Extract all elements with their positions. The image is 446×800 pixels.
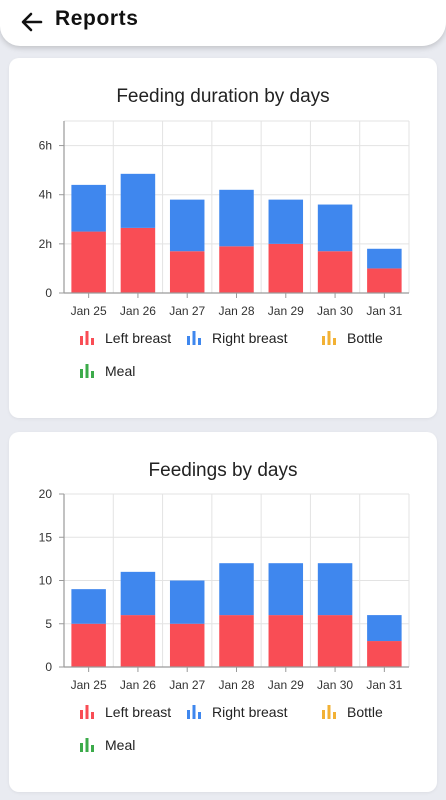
y-tick-label: 5 bbox=[45, 617, 52, 631]
bar-left-breast[interactable] bbox=[219, 246, 254, 293]
bar-right-breast[interactable] bbox=[120, 173, 156, 228]
legend-item-left-breast[interactable]: Left breast bbox=[79, 704, 171, 720]
bar-left-breast[interactable] bbox=[120, 615, 156, 667]
bar-chart-icon bbox=[322, 705, 336, 719]
bar-chart-icon bbox=[187, 331, 201, 345]
legend-item-bottle[interactable]: Bottle bbox=[321, 330, 383, 346]
legend-label: Meal bbox=[105, 363, 136, 379]
arrow-left-icon bbox=[21, 12, 43, 32]
legend-item-meal[interactable]: Meal bbox=[79, 737, 135, 753]
bar-right-breast[interactable] bbox=[219, 189, 254, 247]
bar-right-breast[interactable] bbox=[71, 184, 106, 232]
bar-left-breast[interactable] bbox=[268, 615, 304, 667]
bar-right-breast[interactable] bbox=[317, 563, 353, 616]
bar-right-breast[interactable] bbox=[367, 615, 402, 642]
legend-label: Bottle bbox=[347, 704, 383, 720]
legend-item-meal[interactable]: Meal bbox=[79, 363, 135, 379]
x-tick-label: Jan 27 bbox=[169, 304, 205, 318]
feedings-count-chart: 0 5 10 15 20 Jan 25 Jan 26 Jan 27 Jan 28 Jan 29 Ja… bbox=[39, 487, 410, 692]
bar-right-breast[interactable] bbox=[169, 580, 205, 624]
bar-left-breast[interactable] bbox=[317, 251, 353, 293]
back-button[interactable] bbox=[16, 6, 48, 38]
x-tick-label: Jan 26 bbox=[120, 678, 156, 692]
bar-left-breast[interactable] bbox=[367, 641, 402, 667]
y-tick-label: 4h bbox=[39, 188, 52, 202]
bar-left-breast[interactable] bbox=[317, 615, 353, 667]
bar-right-breast[interactable] bbox=[317, 204, 353, 252]
legend-label: Left breast bbox=[105, 330, 172, 346]
app-header: Reports bbox=[0, 0, 446, 46]
legend-label: Meal bbox=[105, 737, 136, 753]
bar-chart-icon bbox=[80, 364, 94, 378]
legend-item-left-breast[interactable]: Left breast bbox=[79, 330, 171, 346]
bar-chart-icon bbox=[322, 331, 336, 345]
bar-right-breast[interactable] bbox=[268, 563, 304, 616]
x-tick-label: Jan 30 bbox=[317, 304, 353, 318]
bar-right-breast[interactable] bbox=[169, 199, 205, 252]
y-tick-label: 15 bbox=[39, 530, 53, 544]
legend-item-right-breast[interactable]: Right breast bbox=[186, 330, 287, 346]
feeding-duration-card: Feeding duration by days 0 2h 4h 6h Jan 25 Ja… bbox=[9, 58, 437, 418]
bar-chart-icon bbox=[187, 705, 201, 719]
bar-right-breast[interactable] bbox=[120, 571, 156, 616]
x-tick-label: Jan 28 bbox=[218, 678, 254, 692]
chart-title: Feeding duration by days bbox=[116, 86, 330, 107]
legend-label: Right breast bbox=[212, 330, 288, 346]
page-title: Reports bbox=[55, 7, 139, 30]
bar-right-breast[interactable] bbox=[367, 248, 402, 269]
y-tick-label: 6h bbox=[39, 139, 52, 153]
y-tick-label: 0 bbox=[45, 286, 52, 300]
x-tick-label: Jan 28 bbox=[218, 304, 254, 318]
x-tick-label: Jan 31 bbox=[366, 678, 402, 692]
bar-chart-icon bbox=[80, 705, 94, 719]
bar-right-breast[interactable] bbox=[219, 563, 254, 616]
bar-left-breast[interactable] bbox=[169, 623, 205, 667]
legend-label: Left breast bbox=[105, 704, 172, 720]
feedings-count-card: Feedings by days 0 5 10 15 20 Jan 25 Jan 26 Jan… bbox=[9, 432, 437, 792]
x-tick-label: Jan 29 bbox=[268, 678, 304, 692]
x-tick-label: Jan 25 bbox=[71, 678, 107, 692]
feeding-duration-chart: 0 2h 4h 6h Jan 25 Jan 26 Jan 27 Jan 28 Jan 29 Jan… bbox=[39, 120, 410, 318]
bar-left-breast[interactable] bbox=[71, 231, 106, 293]
bar-left-breast[interactable] bbox=[71, 623, 106, 667]
legend-label: Bottle bbox=[347, 330, 383, 346]
x-tick-label: Jan 27 bbox=[169, 678, 205, 692]
y-tick-label: 20 bbox=[39, 487, 53, 501]
x-tick-label: Jan 26 bbox=[120, 304, 156, 318]
bar-left-breast[interactable] bbox=[120, 227, 156, 293]
y-tick-label: 10 bbox=[39, 574, 53, 588]
legend-item-right-breast[interactable]: Right breast bbox=[186, 704, 287, 720]
y-tick-label: 2h bbox=[39, 237, 52, 251]
bar-right-breast[interactable] bbox=[268, 199, 304, 244]
x-tick-label: Jan 25 bbox=[71, 304, 107, 318]
bar-left-breast[interactable] bbox=[169, 251, 205, 293]
x-tick-label: Jan 31 bbox=[366, 304, 402, 318]
bar-left-breast[interactable] bbox=[367, 268, 402, 293]
bar-chart-icon bbox=[80, 738, 94, 752]
bar-right-breast[interactable] bbox=[71, 589, 106, 624]
legend-label: Right breast bbox=[212, 704, 288, 720]
y-tick-label: 0 bbox=[45, 660, 52, 674]
legend-item-bottle[interactable]: Bottle bbox=[321, 704, 383, 720]
x-tick-label: Jan 29 bbox=[268, 304, 304, 318]
x-tick-label: Jan 30 bbox=[317, 678, 353, 692]
bar-left-breast[interactable] bbox=[219, 615, 254, 667]
chart-title: Feedings by days bbox=[148, 460, 298, 481]
bar-left-breast[interactable] bbox=[268, 243, 304, 293]
bar-chart-icon bbox=[80, 331, 94, 345]
